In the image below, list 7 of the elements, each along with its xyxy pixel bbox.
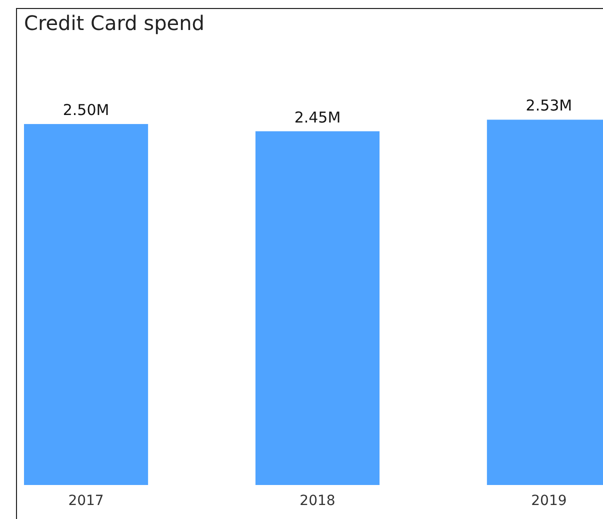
x-tick-label: 2019 (531, 493, 567, 509)
x-tick-label: 2018 (300, 493, 336, 509)
data-label: 2.53M (526, 96, 572, 115)
chart-title: Credit Card spend (24, 11, 204, 35)
x-tick-label: 2017 (68, 493, 104, 509)
data-label: 2.50M (62, 101, 110, 120)
data-label: 2.45M (294, 108, 341, 126)
